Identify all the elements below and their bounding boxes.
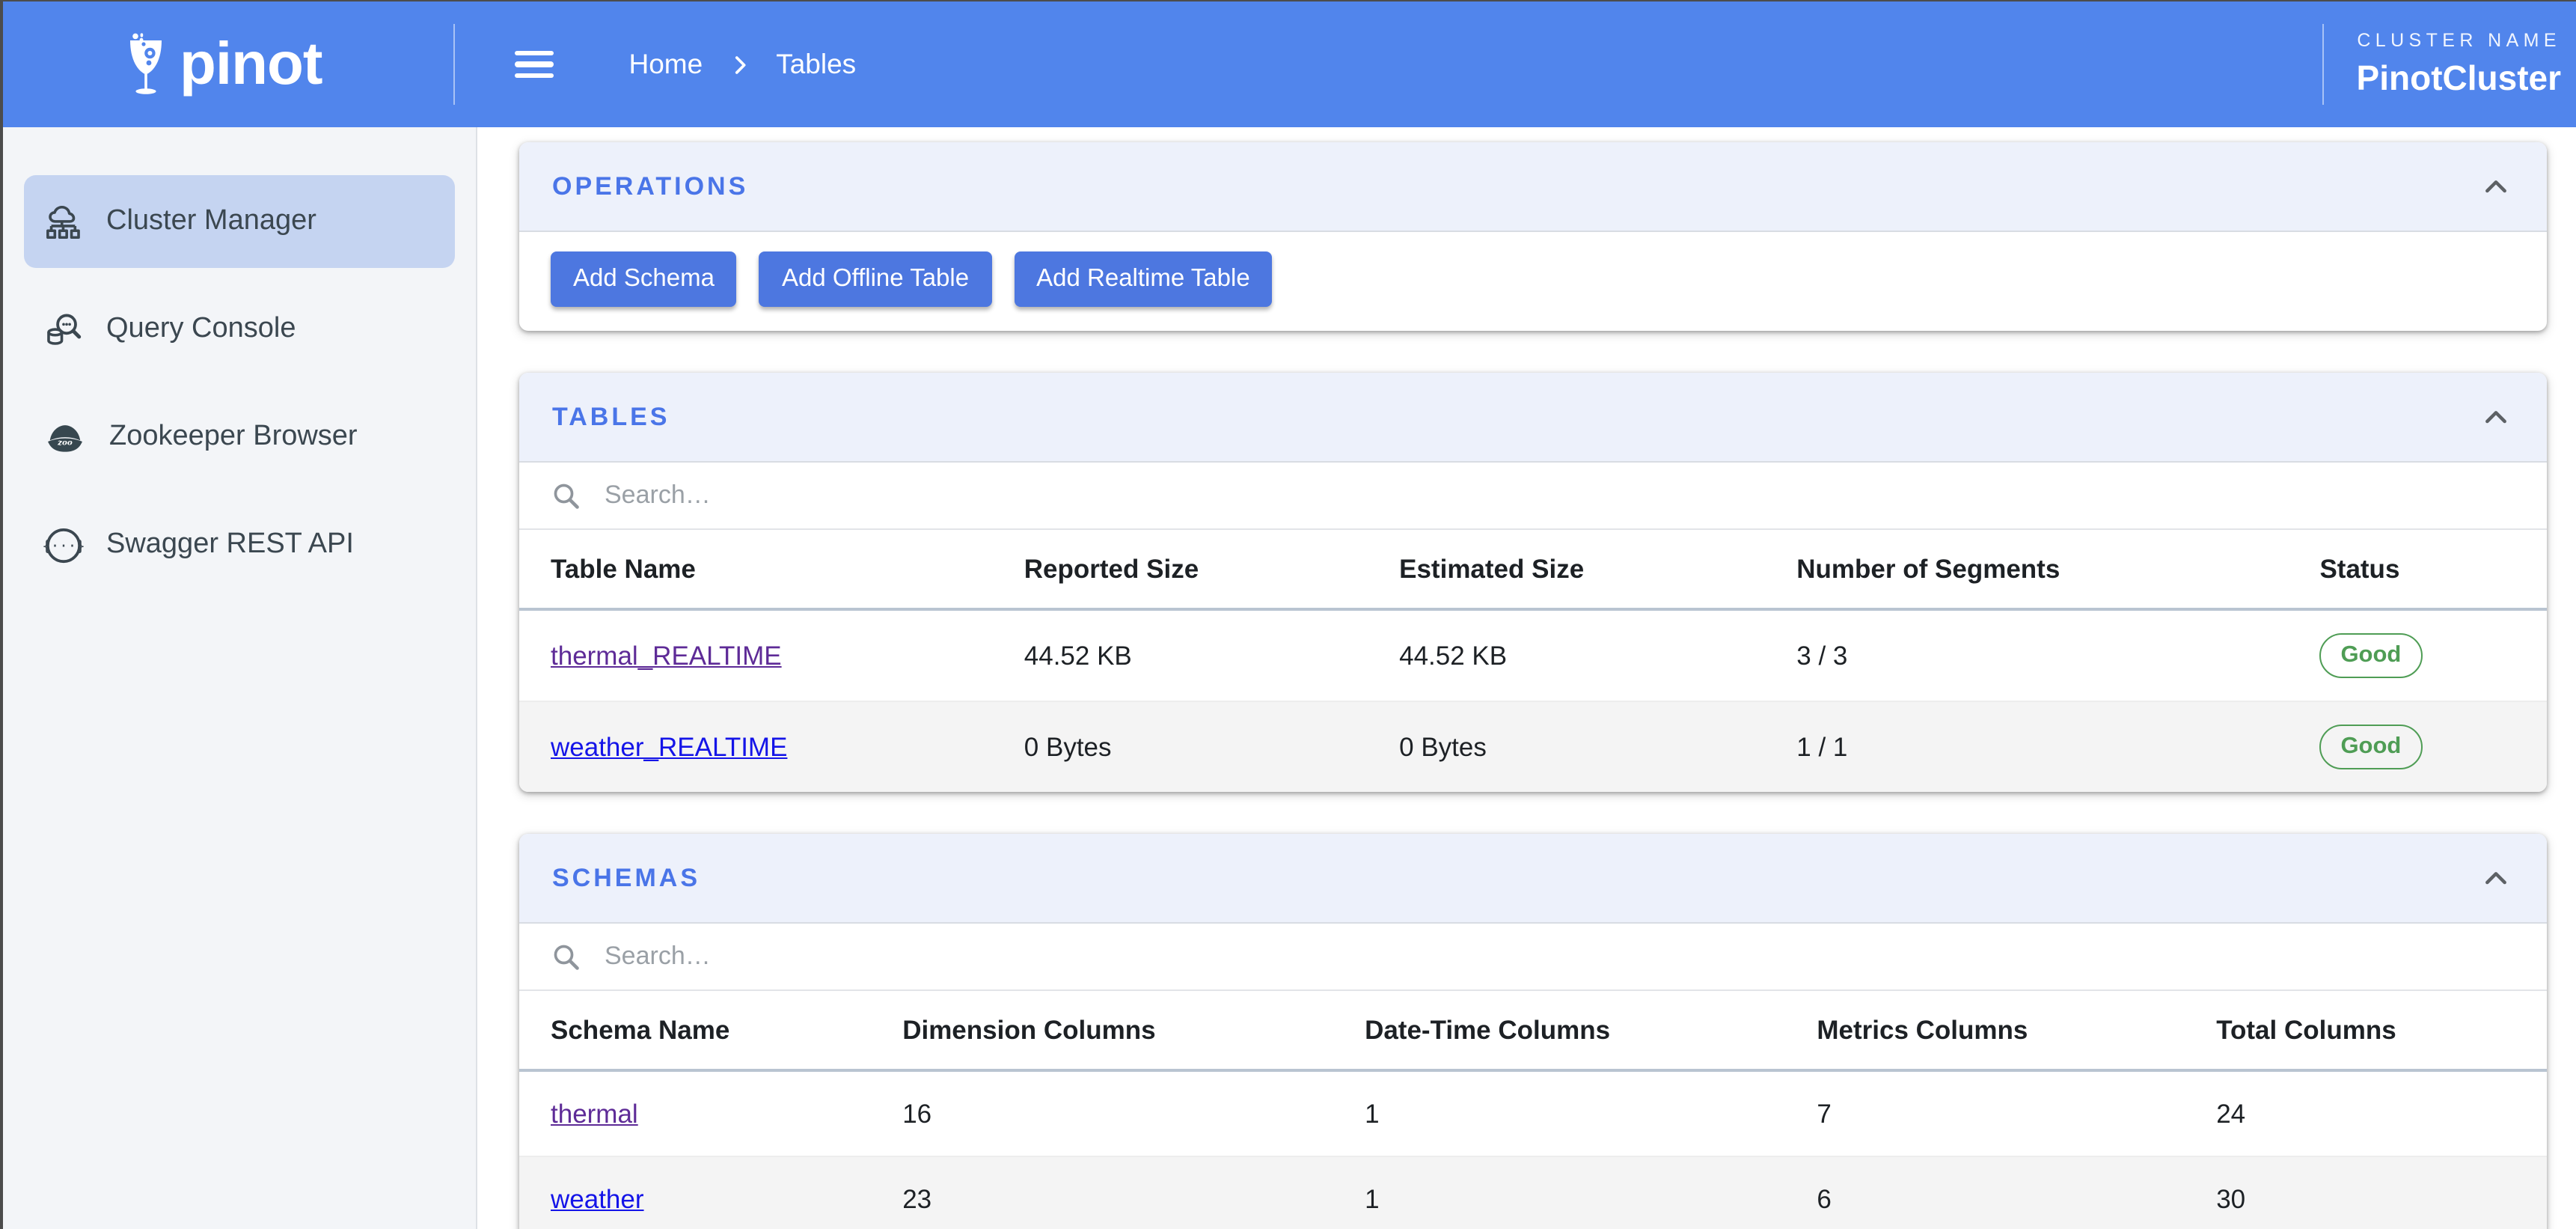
status-badge: Good [2319, 632, 2423, 679]
sidebar-item-cluster-manager[interactable]: Cluster Manager [24, 175, 455, 268]
cell-dimension-columns: 16 [902, 1098, 932, 1128]
cell-estimated-size: 0 Bytes [1399, 701, 1797, 792]
tables-collapse-button[interactable] [2478, 399, 2514, 435]
operations-panel-header: OPERATIONS [519, 142, 2547, 232]
cell-dimension-columns: 23 [902, 1156, 1365, 1229]
menu-toggle-button[interactable] [506, 34, 563, 94]
cell-datetime-columns: 1 [1365, 1156, 1817, 1229]
schemas-header-row: Schema Name Dimension Columns Date-Time … [519, 991, 2547, 1072]
col-status[interactable]: Status [2319, 530, 2547, 611]
cell-total-columns: 24 [2216, 1098, 2246, 1128]
cell-total-columns: 30 [2216, 1156, 2547, 1229]
hamburger-icon [515, 50, 554, 55]
schemas-panel: SCHEMAS Schema Name [519, 834, 2547, 1229]
sidebar-item-query-console[interactable]: Query Console [24, 283, 455, 376]
table-row: thermal 16 1 7 24 [519, 1070, 2547, 1156]
main-content: OPERATIONS Add Schema Add Offline Table … [479, 127, 2576, 1229]
col-schema-name[interactable]: Schema Name [519, 991, 903, 1072]
sidebar-item-label: Query Console [106, 313, 296, 344]
table-row: thermal_REALTIME 44.52 KB 44.52 KB 3 / 3… [519, 609, 2547, 701]
table-row: weather_REALTIME 0 Bytes 0 Bytes 1 / 1 G… [519, 701, 2547, 792]
chevron-up-icon [2485, 871, 2506, 884]
col-datetime-columns[interactable]: Date-Time Columns [1365, 991, 1817, 1072]
sidebar-item-label: Swagger REST API [106, 528, 354, 560]
sidebar-item-zookeeper-browser[interactable]: zoo Zookeeper Browser [24, 391, 455, 484]
tables-search-input[interactable] [602, 479, 2515, 512]
svg-text:{···}: {···} [43, 537, 84, 554]
col-dimension-columns[interactable]: Dimension Columns [902, 991, 1365, 1072]
col-total-columns[interactable]: Total Columns [2216, 991, 2547, 1072]
status-badge: Good [2319, 724, 2423, 770]
cell-reported-size: 44.52 KB [1024, 640, 1132, 670]
pinot-logo-text: pinot [180, 31, 322, 97]
schemas-panel-header: SCHEMAS [519, 834, 2547, 924]
chevron-up-icon [2485, 410, 2506, 423]
table-row: weather 23 1 6 30 [519, 1156, 2547, 1229]
pinot-logo[interactable]: pinot [126, 31, 322, 97]
schemas-search-row [519, 924, 2547, 991]
operations-body: Add Schema Add Offline Table Add Realtim… [519, 232, 2547, 331]
col-metrics-columns[interactable]: Metrics Columns [1817, 991, 2217, 1072]
sidebar: Cluster Manager Query Console zoo Zookee… [3, 127, 477, 1229]
cluster-icon [46, 204, 80, 239]
table-link-thermal-realtime[interactable]: thermal_REALTIME [551, 640, 782, 670]
table-link-weather-realtime[interactable]: weather_REALTIME [551, 731, 788, 761]
cell-segments: 1 / 1 [1796, 701, 2320, 792]
app-header: pinot Home Tables CLUSTER NAME PinotClus… [3, 1, 2576, 127]
schemas-collapse-button[interactable] [2478, 860, 2514, 896]
operations-title: OPERATIONS [552, 171, 749, 200]
header-divider-right [2322, 24, 2324, 105]
col-estimated-size[interactable]: Estimated Size [1399, 530, 1797, 611]
cell-reported-size: 0 Bytes [1024, 701, 1400, 792]
tables-panel-header: TABLES [519, 373, 2547, 463]
cell-datetime-columns: 1 [1365, 1098, 1380, 1128]
col-number-of-segments[interactable]: Number of Segments [1796, 530, 2320, 611]
tables-header-row: Table Name Reported Size Estimated Size … [519, 530, 2547, 611]
add-schema-button[interactable]: Add Schema [551, 251, 737, 307]
add-realtime-table-button[interactable]: Add Realtime Table [1014, 251, 1273, 307]
add-offline-table-button[interactable]: Add Offline Table [759, 251, 992, 307]
breadcrumb-chevron-icon [735, 55, 745, 73]
search-icon [554, 944, 579, 969]
cell-estimated-size: 44.52 KB [1399, 640, 1508, 670]
query-console-icon [47, 313, 82, 344]
cluster-info: CLUSTER NAME PinotCluster [2357, 30, 2561, 99]
tables-search-row [519, 463, 2547, 530]
col-table-name[interactable]: Table Name [519, 530, 1024, 611]
sidebar-item-swagger-rest-api[interactable]: {···} Swagger REST API [24, 498, 455, 591]
sidebar-item-label: Cluster Manager [106, 205, 316, 237]
operations-collapse-button[interactable] [2478, 168, 2514, 204]
cell-segments: 3 / 3 [1796, 640, 1848, 670]
breadcrumb-home[interactable]: Home [628, 48, 703, 79]
svg-text:zoo: zoo [57, 438, 73, 447]
schemas-title: SCHEMAS [552, 863, 701, 891]
cell-metrics-columns: 7 [1817, 1098, 1832, 1128]
cell-metrics-columns: 6 [1817, 1156, 2217, 1229]
schemas-search-input[interactable] [602, 940, 2515, 973]
schemas-table: Schema Name Dimension Columns Date-Time … [519, 991, 2547, 1229]
tables-panel: TABLES Table Name [519, 373, 2547, 792]
search-icon [554, 483, 579, 508]
sidebar-item-label: Zookeeper Browser [109, 421, 358, 452]
breadcrumb: Home Tables [628, 48, 856, 81]
tables-title: TABLES [552, 402, 670, 430]
swagger-icon: {···} [43, 527, 84, 563]
operations-panel: OPERATIONS Add Schema Add Offline Table … [519, 142, 2547, 331]
cluster-name-label: CLUSTER NAME [2357, 30, 2561, 51]
breadcrumb-current: Tables [776, 48, 857, 79]
pinot-glass-icon [130, 33, 162, 94]
zookeeper-icon: zoo [48, 424, 82, 451]
cluster-name-value: PinotCluster [2356, 58, 2561, 97]
header-divider-left [453, 24, 456, 105]
schema-link-weather[interactable]: weather [551, 1183, 644, 1213]
schema-link-thermal[interactable]: thermal [551, 1098, 638, 1128]
col-reported-size[interactable]: Reported Size [1024, 530, 1400, 611]
chevron-up-icon [2485, 180, 2506, 192]
tables-table: Table Name Reported Size Estimated Size … [519, 530, 2547, 792]
